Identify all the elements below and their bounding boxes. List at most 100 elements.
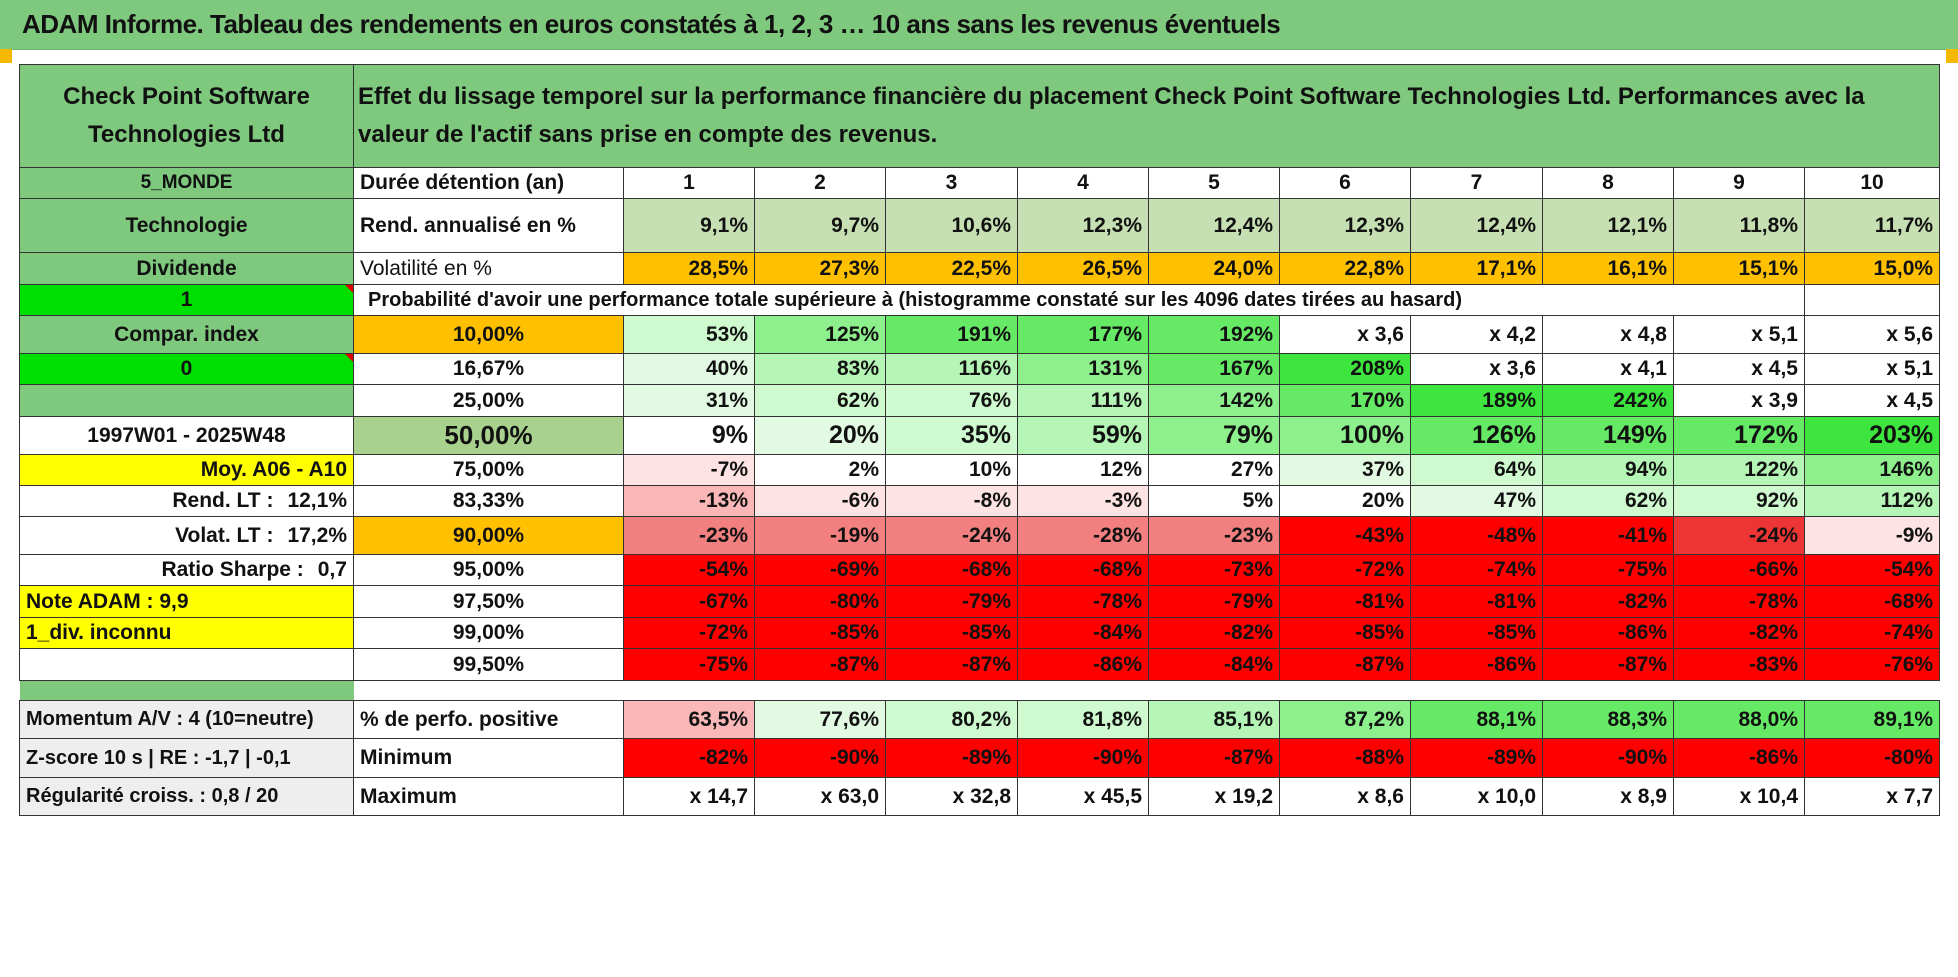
- quantile-value: -78%: [1673, 585, 1805, 618]
- quantile-value: 125%: [754, 315, 886, 354]
- year-header: 4: [1017, 167, 1149, 199]
- positive-value: 63,5%: [623, 700, 755, 739]
- quantile-value: -19%: [754, 516, 886, 555]
- vol-value: 28,5%: [623, 252, 755, 285]
- rendement-row: Technologie Rend. annualisé en % 9,1% 9,7% 1…: [19, 198, 1941, 253]
- year-header: 10: [1803, 167, 1941, 199]
- quantile-value: -81%: [1410, 585, 1543, 618]
- quantile-value: 10%: [885, 454, 1018, 486]
- rend-value: 12,4%: [1410, 198, 1543, 253]
- empty-cell: [1803, 284, 1941, 316]
- zscore-label: Z-score 10 s | RE : -1,7 | -0,1: [19, 738, 354, 778]
- rend-value: 9,7%: [754, 198, 886, 253]
- quantile-row: 1_div. inconnu 99,00% -72% -85% -85% -84% -82%…: [19, 617, 1941, 649]
- title-bar: ADAM Informe. Tableau des rendements en …: [0, 0, 1958, 50]
- rend-value: 12,3%: [1279, 198, 1411, 253]
- quantile-value: 100%: [1279, 416, 1411, 455]
- quantile-value: -87%: [1279, 648, 1411, 681]
- quantile-value: 116%: [885, 353, 1018, 385]
- positive-value: 87,2%: [1279, 700, 1411, 739]
- quantile-value: 242%: [1542, 384, 1674, 417]
- quantile-value: -24%: [885, 516, 1018, 555]
- quantile-value: -3%: [1017, 485, 1149, 517]
- year-header: 5: [1148, 167, 1280, 199]
- quantile-value: 47%: [1410, 485, 1543, 517]
- performance-table-container: Check Point Software Technologies Ltd Eff…: [19, 64, 1941, 964]
- vol-value: 16,1%: [1542, 252, 1674, 285]
- quantile-value: 126%: [1410, 416, 1543, 455]
- quantile-value: 177%: [1017, 315, 1149, 354]
- quantile-value: 172%: [1673, 416, 1805, 455]
- quantile-value: -75%: [1542, 554, 1674, 586]
- spacer-row: [19, 680, 1940, 701]
- quantile-value: -82%: [1148, 617, 1280, 649]
- quantile-value: x 3,6: [1410, 353, 1543, 385]
- quantile-row: 25,00% 31% 62% 76% 111% 142% 170% 189% 242% x 3,9…: [19, 384, 1941, 417]
- maximum-value: x 14,7: [623, 777, 755, 816]
- minimum-value: -90%: [754, 738, 886, 778]
- rend-value: 11,7%: [1803, 198, 1941, 253]
- rend-label: Rend. annualisé en %: [353, 198, 624, 253]
- quantile-value: x 3,6: [1279, 315, 1411, 354]
- positive-value: 89,1%: [1803, 700, 1941, 739]
- quantile-value: -76%: [1803, 648, 1941, 681]
- quantile-value: -6%: [754, 485, 886, 517]
- rend-value: 12,3%: [1017, 198, 1149, 253]
- quantile-threshold: 97,50%: [353, 585, 624, 618]
- positive-value: 85,1%: [1148, 700, 1280, 739]
- quantile-row: Ratio Sharpe :0,7 95,00% -54% -69% -68% -68% -…: [19, 554, 1941, 586]
- quantile-threshold: 25,00%: [353, 384, 624, 417]
- quantile-value: -83%: [1673, 648, 1805, 681]
- quantile-value: 20%: [754, 416, 886, 455]
- volatilite-row: Dividende Volatilité en % 28,5% 27,3% 22,5% 2…: [19, 252, 1941, 285]
- quantile-value: -84%: [1148, 648, 1280, 681]
- maximum-value: x 10,0: [1410, 777, 1543, 816]
- quantile-value: -23%: [623, 516, 755, 555]
- empty-cell: [1673, 284, 1805, 316]
- minimum-value: -80%: [1803, 738, 1941, 778]
- dividend-label: Dividende: [19, 252, 354, 285]
- quantile-threshold: 75,00%: [353, 454, 624, 486]
- vol-value: 15,1%: [1673, 252, 1805, 285]
- rend-value: 12,4%: [1148, 198, 1280, 253]
- quantile-value: -80%: [754, 585, 886, 618]
- performance-table: Check Point Software Technologies Ltd Eff…: [19, 64, 1941, 816]
- quantile-value: x 5,1: [1673, 315, 1805, 354]
- quantile-value: -23%: [1148, 516, 1280, 555]
- quantile-value: x 3,9: [1673, 384, 1805, 417]
- positive-value: 88,1%: [1410, 700, 1543, 739]
- description: Effet du lissage temporel sur la perform…: [352, 64, 1941, 168]
- quantile-value: 62%: [1542, 485, 1674, 517]
- min-label: Minimum: [353, 738, 624, 778]
- proba-row: 1 Probabilité d'avoir une performance tot…: [19, 284, 1941, 316]
- quantile-value: 131%: [1017, 353, 1149, 385]
- moy-label: Moy. A06 - A10: [19, 454, 354, 486]
- quantile-value: -82%: [1542, 585, 1674, 618]
- quantile-threshold: 95,00%: [353, 554, 624, 586]
- minimum-row: Z-score 10 s | RE : -1,7 | -0,1 Minimum -8…: [19, 738, 1941, 778]
- quantile-threshold: 10,00%: [353, 315, 624, 354]
- quantile-row: Volat. LT :17,2% 90,00% -23% -19% -24% -28% -2…: [19, 516, 1941, 555]
- quantile-value: 146%: [1803, 454, 1941, 486]
- maximum-value: x 8,9: [1542, 777, 1674, 816]
- sector-label: Technologie: [19, 198, 354, 253]
- maximum-value: x 19,2: [1148, 777, 1280, 816]
- minimum-value: -90%: [1017, 738, 1149, 778]
- quantile-value: 27%: [1148, 454, 1280, 486]
- quantile-value: 2%: [754, 454, 886, 486]
- quantile-row: 0 16,67% 40% 83% 116% 131% 167% 208% x 3,6 x 4,1 x…: [19, 353, 1941, 385]
- quantile-value: x 4,8: [1542, 315, 1674, 354]
- volat_lt-value: 17,2%: [287, 523, 347, 547]
- quantile-value: -79%: [1148, 585, 1280, 618]
- quantile-row: 1997W01 - 2025W48 50,00% 9% 20% 35% 59% 79% 100…: [19, 416, 1941, 455]
- vol-value: 22,5%: [885, 252, 1018, 285]
- quantile-value: x 4,2: [1410, 315, 1543, 354]
- empty-left: [19, 384, 354, 417]
- quantile-value: -86%: [1017, 648, 1149, 681]
- header-row: Check Point Software Technologies Ltd Eff…: [19, 64, 1941, 168]
- quantile-value: -87%: [885, 648, 1018, 681]
- pos-label: % de perfo. positive: [353, 700, 624, 739]
- maximum-value: x 8,6: [1279, 777, 1411, 816]
- note-adam: Note ADAM : 9,9: [19, 585, 354, 618]
- quantile-value: -86%: [1542, 617, 1674, 649]
